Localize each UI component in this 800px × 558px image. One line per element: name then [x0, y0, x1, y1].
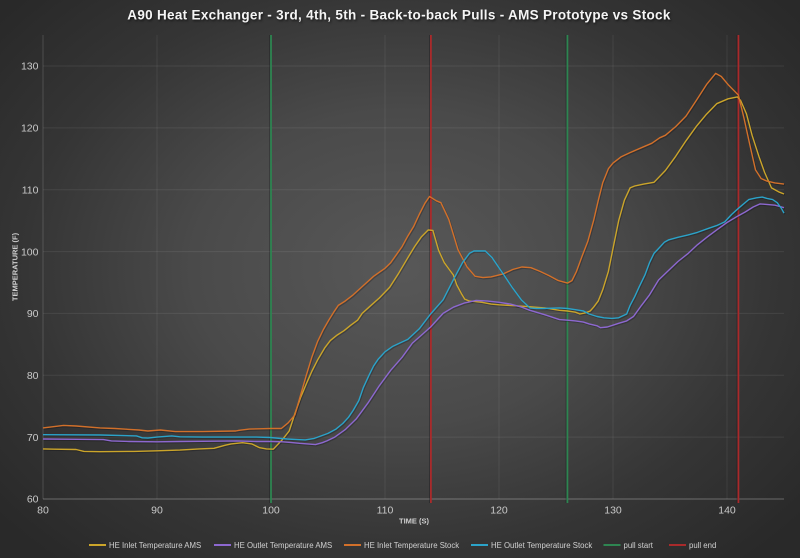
svg-text:80: 80	[27, 370, 39, 382]
svg-text:120: 120	[21, 123, 39, 135]
svg-text:90: 90	[151, 505, 163, 517]
svg-text:70: 70	[27, 432, 39, 444]
svg-text:HE Inlet Temperature Stock: HE Inlet Temperature Stock	[364, 541, 459, 550]
svg-text:90: 90	[27, 308, 39, 320]
svg-text:pull start: pull start	[624, 541, 654, 550]
svg-text:130: 130	[21, 61, 39, 73]
svg-text:TEMPERATURE (F): TEMPERATURE (F)	[11, 232, 20, 301]
svg-text:TIME (S): TIME (S)	[399, 517, 429, 526]
svg-text:110: 110	[22, 184, 39, 196]
svg-text:HE Inlet Temperature AMS: HE Inlet Temperature AMS	[109, 541, 201, 550]
svg-text:60: 60	[27, 494, 39, 506]
svg-text:80: 80	[37, 505, 49, 517]
svg-text:100: 100	[21, 246, 39, 258]
svg-text:120: 120	[490, 505, 508, 517]
svg-text:pull end: pull end	[689, 541, 716, 550]
svg-text:HE Outlet Temperature Stock: HE Outlet Temperature Stock	[491, 541, 592, 550]
svg-text:A90 Heat Exchanger - 3rd, 4th,: A90 Heat Exchanger - 3rd, 4th, 5th - Bac…	[127, 8, 671, 23]
svg-text:110: 110	[377, 505, 394, 517]
svg-text:140: 140	[718, 505, 736, 517]
svg-text:HE Outlet Temperature AMS: HE Outlet Temperature AMS	[234, 541, 332, 550]
svg-text:100: 100	[262, 505, 280, 517]
svg-text:130: 130	[604, 505, 622, 517]
